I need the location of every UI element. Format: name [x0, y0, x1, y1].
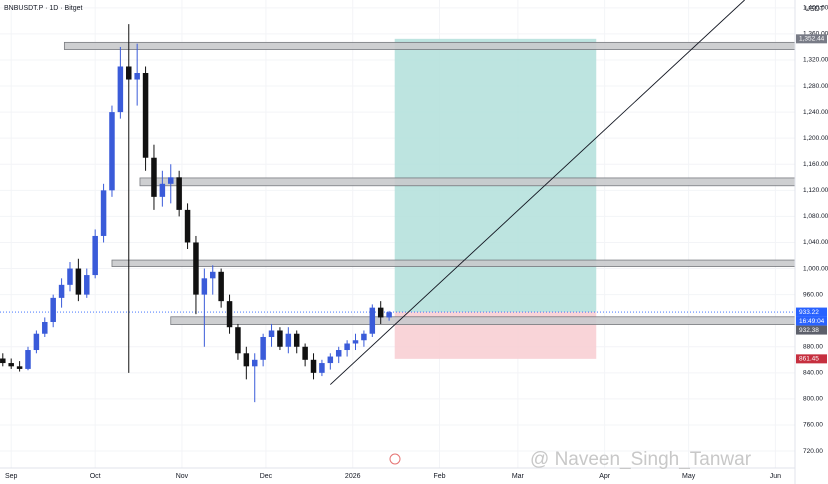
y-tick-label: 880.00: [803, 343, 823, 350]
candle-body: [176, 177, 182, 210]
candle-body: [293, 333, 300, 347]
plot-area: [0, 0, 796, 468]
candle-body: [386, 312, 392, 318]
candle-body: [151, 157, 157, 197]
price-label: 1,352.44: [799, 36, 825, 43]
candle-body: [319, 363, 325, 373]
y-tick-label: 760.00: [803, 422, 823, 429]
y-tick-label: 1,000.00: [803, 265, 828, 272]
sr-zone: [170, 316, 796, 326]
target-zone: [394, 38, 597, 313]
y-tick-label: 1,160.00: [803, 161, 828, 168]
y-tick-label: 800.00: [803, 396, 823, 403]
candle-body: [193, 242, 199, 295]
y-tick-label: 1,320.00: [803, 57, 828, 64]
candle-body: [243, 353, 250, 367]
candle-body: [218, 271, 224, 302]
candle-body: [92, 235, 98, 276]
candle-body: [8, 363, 14, 367]
price-label: 932.38: [799, 327, 819, 334]
candle-body: [134, 73, 140, 80]
candle-body: [33, 333, 40, 351]
candle-body: [159, 183, 166, 197]
candle-body: [209, 271, 216, 279]
candle-body: [335, 350, 342, 357]
candle-body: [327, 356, 334, 364]
x-tick-label: Oct: [90, 473, 101, 480]
x-tick-label: Dec: [260, 473, 273, 480]
y-tick-label: 1,240.00: [803, 109, 828, 116]
candle-body: [251, 359, 258, 367]
x-tick-label: 2026: [345, 473, 361, 480]
x-tick-label: Sep: [5, 473, 18, 480]
price-label-bg: [796, 34, 827, 44]
candle-body: [100, 190, 107, 236]
watermark: @ Naveen_Singh_Tanwar: [530, 449, 752, 470]
candle-body: [352, 340, 359, 344]
y-tick-label: 1,120.00: [803, 187, 828, 194]
candle-body: [302, 346, 308, 360]
candle-body: [361, 333, 367, 341]
y-tick-label: 1,200.00: [803, 135, 828, 142]
candle-body: [42, 321, 48, 334]
price-label-bg: [796, 325, 827, 335]
sr-zone: [63, 41, 796, 50]
y-tick-label: 960.00: [803, 291, 823, 298]
y-tick-label: 1,280.00: [803, 83, 828, 90]
event-icon[interactable]: [389, 453, 401, 465]
candle-body: [0, 358, 6, 364]
price-label: 933.22: [799, 309, 819, 316]
candle-body: [75, 268, 82, 295]
candle-body: [16, 366, 23, 369]
candle-body: [142, 73, 149, 158]
chart-title: BNBUSDT.P · 1D · Bitget: [4, 5, 83, 12]
candle-body: [260, 336, 266, 360]
candle-body: [377, 307, 384, 318]
y-tick-label: 1,040.00: [803, 239, 828, 246]
y-tick-label: 840.00: [803, 370, 823, 377]
candle-body: [310, 359, 317, 373]
countdown-bg: [796, 316, 827, 326]
candle-body: [117, 66, 124, 113]
candle-body: [67, 268, 73, 285]
candle-body: [184, 209, 191, 243]
candle-body: [25, 350, 31, 369]
trendline: [330, 0, 745, 385]
candle-body: [226, 301, 233, 328]
sr-zone: [111, 259, 796, 267]
y-tick-label: 1,360.00: [803, 31, 828, 38]
candle-body: [168, 177, 174, 184]
x-tick-label: Apr: [599, 473, 611, 480]
x-tick-label: Nov: [176, 473, 189, 480]
candle-body: [277, 330, 283, 347]
candle-body: [268, 330, 275, 337]
countdown: 16:49:04: [799, 318, 825, 325]
y-tick-label: 720.00: [803, 448, 823, 455]
price-label: 861.45: [799, 356, 819, 363]
y-tick-label: 1,400.00: [803, 5, 828, 12]
y-tick-label: 1,080.00: [803, 213, 828, 220]
candle-body: [126, 66, 132, 80]
candle-body: [58, 284, 65, 298]
price-label-bg: [796, 307, 827, 317]
candle-body: [285, 333, 292, 347]
candle-body: [84, 275, 90, 295]
candle-body: [50, 297, 56, 322]
x-tick-label: Mar: [512, 473, 525, 480]
candle-body: [235, 327, 241, 354]
candle-body: [109, 112, 115, 191]
candle-body: [369, 307, 376, 334]
x-tick-label: May: [682, 473, 696, 480]
x-tick-label: Feb: [433, 473, 445, 480]
sr-zone: [139, 177, 796, 187]
candle-body: [201, 278, 208, 295]
x-tick-label: Jun: [770, 473, 781, 480]
price-label-bg: [796, 354, 827, 364]
y-unit: USDT: [805, 6, 825, 13]
candle-body: [344, 343, 350, 351]
